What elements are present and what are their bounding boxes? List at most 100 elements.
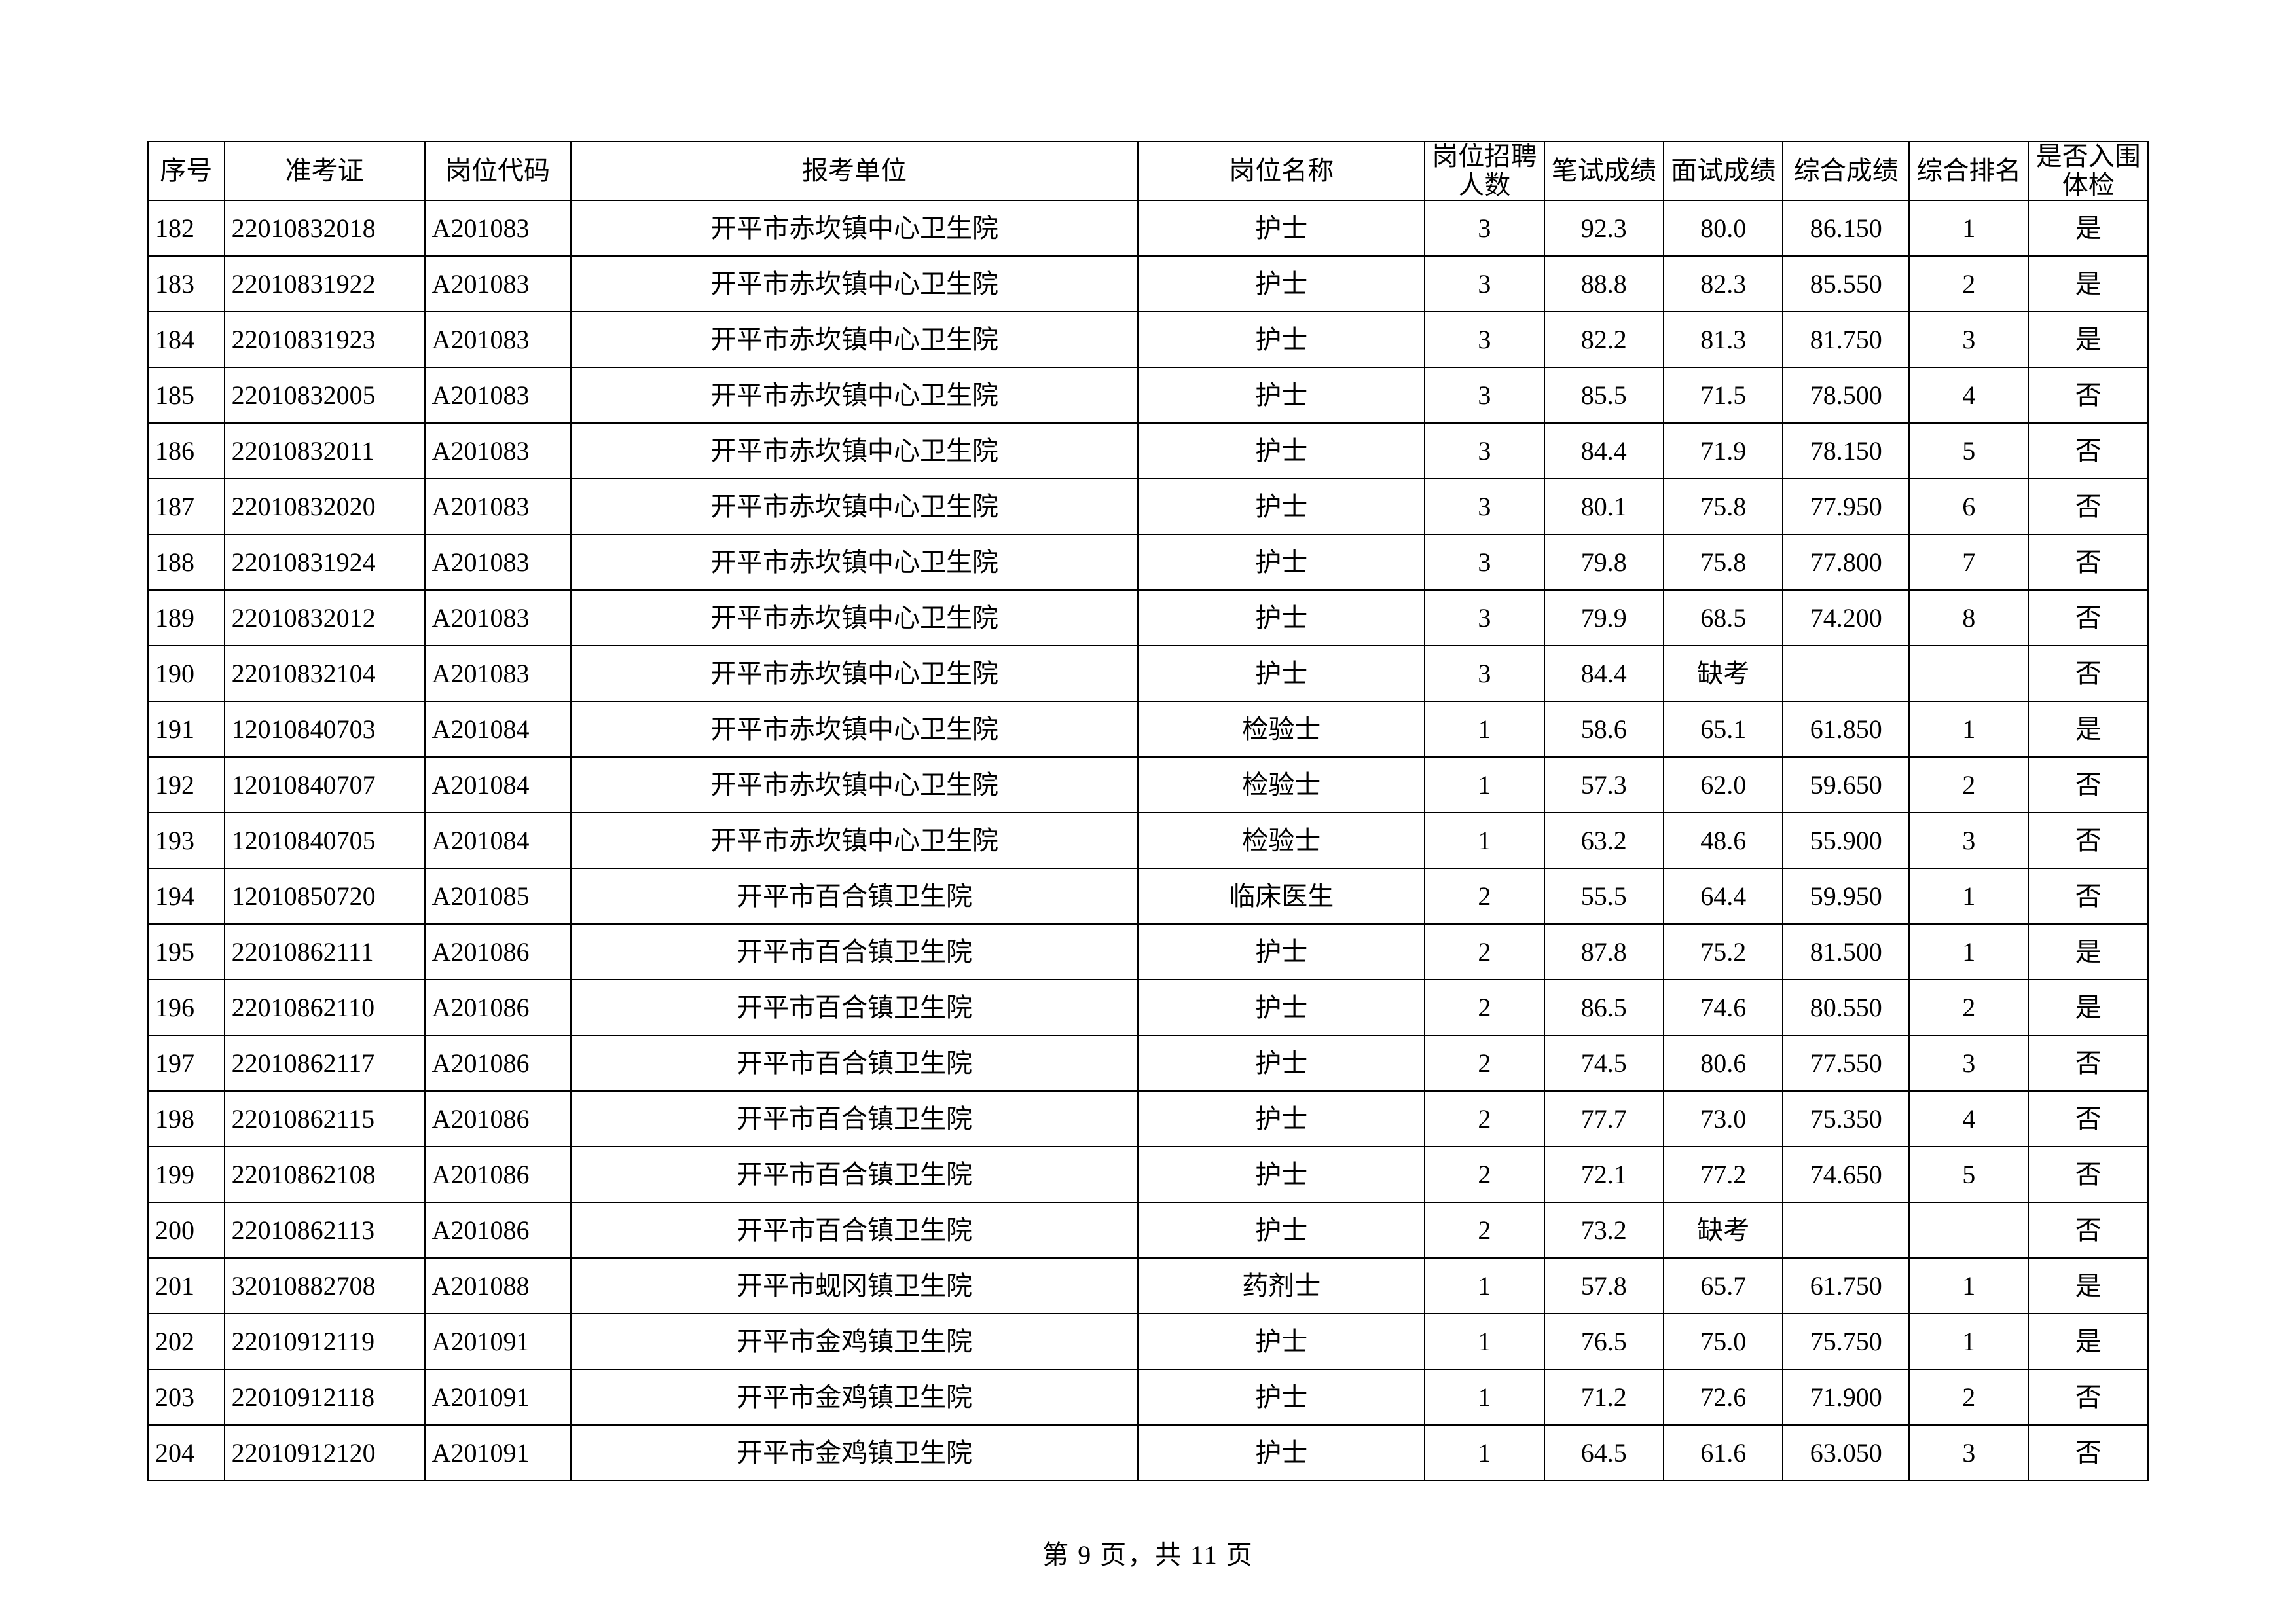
cell-pe: 否	[2028, 868, 2148, 924]
col-recruit-count-l2: 人数	[1458, 171, 1510, 200]
cell-rk: 1	[1909, 1258, 2028, 1314]
cell-ws: 76.5	[1544, 1314, 1664, 1369]
cell-cnt: 3	[1425, 646, 1544, 701]
cell-cnt: 3	[1425, 534, 1544, 590]
cell-rk: 5	[1909, 423, 2028, 479]
cell-cs: 77.800	[1783, 534, 1909, 590]
cell-is: 72.6	[1664, 1369, 1783, 1425]
cell-post_name: 护士	[1138, 312, 1425, 367]
cell-cs: 75.350	[1783, 1091, 1909, 1147]
cell-pe: 是	[2028, 256, 2148, 312]
cell-post_name: 护士	[1138, 980, 1425, 1035]
table-row: 20422010912120A201091开平市金鸡镇卫生院护士164.561.…	[148, 1425, 2148, 1481]
cell-unit: 开平市赤坎镇中心卫生院	[571, 590, 1139, 646]
cell-post_name: 护士	[1138, 423, 1425, 479]
col-post-name: 岗位名称	[1138, 141, 1425, 200]
cell-cnt: 3	[1425, 590, 1544, 646]
cell-rk: 6	[1909, 479, 2028, 534]
cell-post_name: 护士	[1138, 367, 1425, 423]
cell-is: 缺考	[1664, 1202, 1783, 1258]
cell-cs: 75.750	[1783, 1314, 1909, 1369]
cell-seq: 188	[148, 534, 225, 590]
cell-unit: 开平市金鸡镇卫生院	[571, 1425, 1139, 1481]
cell-cs: 77.950	[1783, 479, 1909, 534]
cell-seq: 203	[148, 1369, 225, 1425]
cell-is: 65.1	[1664, 701, 1783, 757]
cell-exam_no: 22010862111	[225, 924, 425, 980]
cell-cs: 85.550	[1783, 256, 1909, 312]
page-footer: 第 9 页，共 11 页	[147, 1534, 2149, 1572]
cell-cs: 81.750	[1783, 312, 1909, 367]
col-recruit-count-l1: 岗位招聘	[1432, 142, 1537, 171]
cell-post_code: A201083	[425, 200, 571, 256]
cell-is: 62.0	[1664, 757, 1783, 813]
cell-exam_no: 22010832011	[225, 423, 425, 479]
cell-pe: 否	[2028, 1369, 2148, 1425]
cell-rk: 7	[1909, 534, 2028, 590]
cell-is: 48.6	[1664, 813, 1783, 868]
cell-exam_no: 22010862117	[225, 1035, 425, 1091]
cell-unit: 开平市赤坎镇中心卫生院	[571, 757, 1139, 813]
cell-post_code: A201083	[425, 256, 571, 312]
cell-post_code: A201088	[425, 1258, 571, 1314]
cell-unit: 开平市百合镇卫生院	[571, 980, 1139, 1035]
cell-cnt: 1	[1425, 1369, 1544, 1425]
cell-is: 缺考	[1664, 646, 1783, 701]
cell-post_name: 护士	[1138, 1035, 1425, 1091]
cell-cs	[1783, 1202, 1909, 1258]
cell-ws: 84.4	[1544, 646, 1664, 701]
cell-rk: 4	[1909, 367, 2028, 423]
cell-cnt: 2	[1425, 980, 1544, 1035]
cell-post_name: 护士	[1138, 479, 1425, 534]
cell-seq: 201	[148, 1258, 225, 1314]
cell-exam_no: 22010862108	[225, 1147, 425, 1202]
cell-ws: 88.8	[1544, 256, 1664, 312]
cell-pe: 否	[2028, 590, 2148, 646]
cell-seq: 199	[148, 1147, 225, 1202]
table-row: 18622010832011A201083开平市赤坎镇中心卫生院护士384.47…	[148, 423, 2148, 479]
cell-unit: 开平市金鸡镇卫生院	[571, 1314, 1139, 1369]
cell-post_code: A201083	[425, 312, 571, 367]
cell-post_code: A201086	[425, 1147, 571, 1202]
cell-seq: 193	[148, 813, 225, 868]
cell-exam_no: 32010882708	[225, 1258, 425, 1314]
table-row: 20322010912118A201091开平市金鸡镇卫生院护士171.272.…	[148, 1369, 2148, 1425]
cell-seq: 200	[148, 1202, 225, 1258]
cell-cnt: 1	[1425, 1314, 1544, 1369]
cell-cnt: 1	[1425, 701, 1544, 757]
table-row: 20222010912119A201091开平市金鸡镇卫生院护士176.575.…	[148, 1314, 2148, 1369]
cell-seq: 182	[148, 200, 225, 256]
table-row: 18922010832012A201083开平市赤坎镇中心卫生院护士379.96…	[148, 590, 2148, 646]
cell-unit: 开平市百合镇卫生院	[571, 868, 1139, 924]
cell-post_code: A201091	[425, 1425, 571, 1481]
cell-unit: 开平市赤坎镇中心卫生院	[571, 312, 1139, 367]
cell-rk: 8	[1909, 590, 2028, 646]
cell-pe: 否	[2028, 813, 2148, 868]
cell-pe: 否	[2028, 1425, 2148, 1481]
cell-exam_no: 22010831924	[225, 534, 425, 590]
cell-is: 77.2	[1664, 1147, 1783, 1202]
table-row: 19622010862110A201086开平市百合镇卫生院护士286.574.…	[148, 980, 2148, 1035]
col-recruit-count: 岗位招聘 人数	[1425, 141, 1544, 200]
cell-cs: 71.900	[1783, 1369, 1909, 1425]
cell-cs	[1783, 646, 1909, 701]
cell-rk: 3	[1909, 312, 2028, 367]
col-unit: 报考单位	[571, 141, 1139, 200]
cell-exam_no: 22010832018	[225, 200, 425, 256]
cell-pe: 是	[2028, 1258, 2148, 1314]
cell-post_code: A201091	[425, 1314, 571, 1369]
cell-cnt: 3	[1425, 200, 1544, 256]
table-row: 19722010862117A201086开平市百合镇卫生院护士274.580.…	[148, 1035, 2148, 1091]
cell-is: 81.3	[1664, 312, 1783, 367]
cell-cs: 78.150	[1783, 423, 1909, 479]
cell-post_name: 护士	[1138, 1147, 1425, 1202]
cell-ws: 79.8	[1544, 534, 1664, 590]
cell-exam_no: 12010840707	[225, 757, 425, 813]
cell-cs: 61.750	[1783, 1258, 1909, 1314]
cell-post_name: 护士	[1138, 1202, 1425, 1258]
cell-pe: 是	[2028, 701, 2148, 757]
cell-exam_no: 22010912118	[225, 1369, 425, 1425]
cell-seq: 197	[148, 1035, 225, 1091]
cell-ws: 85.5	[1544, 367, 1664, 423]
table-row: 19212010840707A201084开平市赤坎镇中心卫生院检验士157.3…	[148, 757, 2148, 813]
